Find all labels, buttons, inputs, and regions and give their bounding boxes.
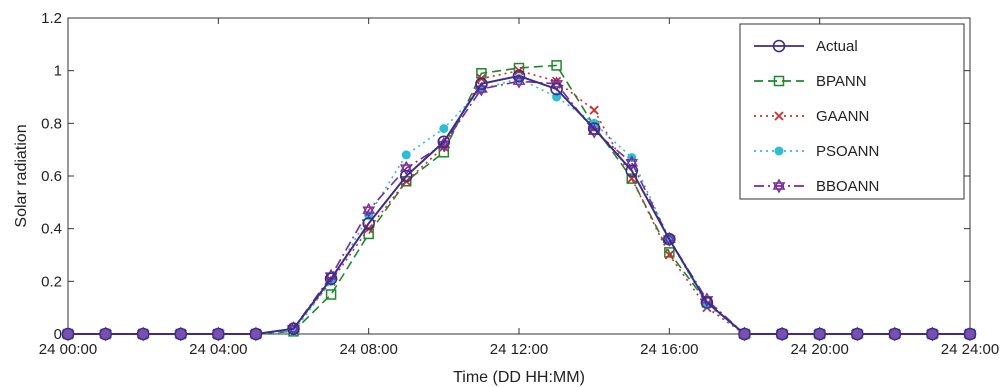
data-point (287, 322, 300, 336)
data-point (439, 124, 449, 134)
data-point (325, 289, 337, 300)
y-tick-label: 1.2 (41, 10, 62, 27)
data-point (212, 327, 225, 341)
data-point (625, 164, 639, 178)
data-point (589, 105, 599, 115)
y-tick-label: 0 (54, 326, 62, 343)
data-point (664, 247, 675, 258)
data-point (249, 327, 263, 341)
data-point (664, 250, 674, 260)
data-point (926, 327, 939, 341)
data-point (137, 327, 150, 341)
data-point (362, 217, 375, 230)
data-point (550, 82, 563, 96)
x-tick-label: 24 00:00 (39, 341, 97, 358)
data-point (813, 327, 826, 341)
data-point (587, 122, 601, 135)
data-point (888, 327, 901, 341)
data-point (512, 69, 526, 83)
legend-box (739, 23, 965, 200)
baseline-markers (61, 327, 977, 341)
data-point (774, 146, 784, 156)
data-point (437, 135, 451, 149)
y-tick-label: 0.6 (41, 168, 62, 185)
data-point (662, 235, 676, 247)
data-point (772, 182, 786, 194)
data-point (772, 39, 786, 53)
data-point (399, 164, 413, 176)
data-point (61, 327, 75, 341)
y-tick-label: 0.2 (41, 273, 62, 290)
data-point (625, 159, 639, 171)
legend-label: PSOANN (816, 143, 879, 160)
legend-label: Actual (816, 38, 858, 55)
data-point (401, 150, 411, 160)
data-point (551, 60, 562, 71)
data-point (773, 75, 785, 87)
legend-label: BPANN (816, 73, 867, 90)
data-point (287, 325, 300, 337)
data-point (774, 111, 784, 121)
data-point (362, 206, 376, 218)
legend-label: GAANN (816, 108, 869, 125)
y-tick-label: 1 (54, 63, 62, 80)
legend: Actual BPANN GAANN PSOANN BBOANN (739, 23, 965, 200)
data-point (399, 169, 413, 183)
data-point (550, 76, 564, 88)
data-point (474, 85, 488, 97)
x-tick-label: 24 20:00 (790, 341, 848, 358)
data-point (700, 296, 714, 309)
x-axis-title: Time (DD HH:MM) (453, 369, 585, 386)
x-tick-label: 24 24:00 (941, 341, 999, 358)
data-point (324, 272, 338, 286)
data-point (287, 321, 300, 333)
data-point (662, 231, 676, 243)
y-axis-title: Solar radiation (13, 124, 30, 227)
data-point (99, 327, 112, 341)
y-tick-label: 0.4 (41, 221, 62, 238)
x-tick-label: 24 04:00 (189, 341, 247, 358)
y-tick-label: 0.8 (41, 115, 62, 132)
data-point (550, 80, 564, 92)
x-tick-label: 24 12:00 (490, 341, 548, 358)
x-tick-label: 24 08:00 (339, 341, 397, 358)
data-point (512, 73, 526, 85)
data-point (663, 232, 676, 246)
data-point (512, 77, 526, 89)
data-point (738, 327, 751, 341)
data-point (475, 77, 488, 91)
data-point (362, 202, 376, 214)
data-point (513, 62, 525, 74)
data-point (963, 327, 977, 341)
data-point (775, 327, 789, 341)
data-point (174, 327, 187, 341)
data-point (772, 178, 786, 190)
data-point (851, 327, 864, 341)
legend-label: BBOANN (816, 178, 879, 195)
x-tick-label: 24 16:00 (640, 341, 698, 358)
